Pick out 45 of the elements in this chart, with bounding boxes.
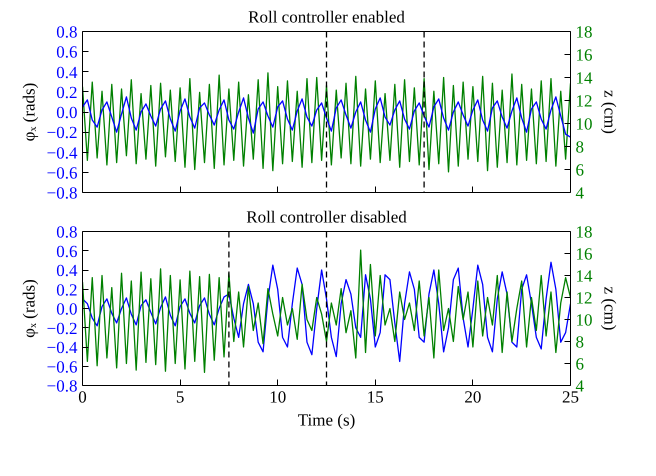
y2-tick-label: 8 [576,138,584,156]
y2-axis-title: z (cm) [600,286,620,330]
y-tick-label: 0.0 [56,300,78,318]
y-tick-label: −0.6 [46,163,78,182]
y2-tick-label: 16 [576,244,592,264]
x-tick-label: 5 [176,388,184,406]
x-tick-label: 15 [366,388,384,406]
y2-tick-label: 14 [576,68,593,88]
y2-tick-label: 18 [576,22,592,42]
y-axis-title: φₓ (rads) [20,279,39,338]
y-tick-label: 0.8 [56,222,78,242]
y2-tick-label: 6 [576,354,584,374]
y-tick-label: 0.0 [56,103,78,122]
y2-tick-label: 12 [576,92,592,110]
y2-tick-label: 12 [576,288,592,308]
y-tick-label: 0.6 [56,242,78,261]
y-tick-label: −0.2 [46,318,78,338]
y2-tick-label: 8 [576,332,584,352]
y2-tick-label: 16 [576,46,592,64]
y-tick-label: 0.4 [56,62,78,82]
y-tick-label: 0.8 [56,22,78,42]
y-tick-label: 0.2 [56,280,78,300]
y-tick-label: −0.4 [46,143,78,162]
y-tick-label: −0.4 [46,338,78,357]
y-tick-label: −0.2 [46,123,78,142]
y2-tick-label: 10 [576,310,592,330]
x-tick-label: 10 [269,388,286,406]
y2-axis-title: z (cm) [600,90,620,134]
y-tick-label: −0.8 [46,376,78,396]
y2-tick-label: 18 [576,222,592,242]
x-tick-label: 0 [78,388,87,406]
chart-title: Roll controller enabled [248,8,406,26]
chart-title: Roll controller disabled [246,208,408,226]
y2-tick-label: 10 [576,114,592,134]
y2-tick-label: 6 [576,160,584,180]
y-tick-label: 0.4 [56,261,78,280]
y-axis-title: φₓ (rads) [20,82,39,142]
y-tick-label: 0.2 [56,82,78,102]
x-axis-title: Time (s) [298,410,356,430]
y2-tick-label: 14 [576,266,593,286]
y-tick-label: 0.6 [56,42,78,62]
x-tick-label: 20 [464,388,482,406]
y-tick-label: −0.8 [46,184,78,202]
y2-tick-label: 4 [576,184,584,202]
y-tick-label: −0.6 [46,357,78,376]
